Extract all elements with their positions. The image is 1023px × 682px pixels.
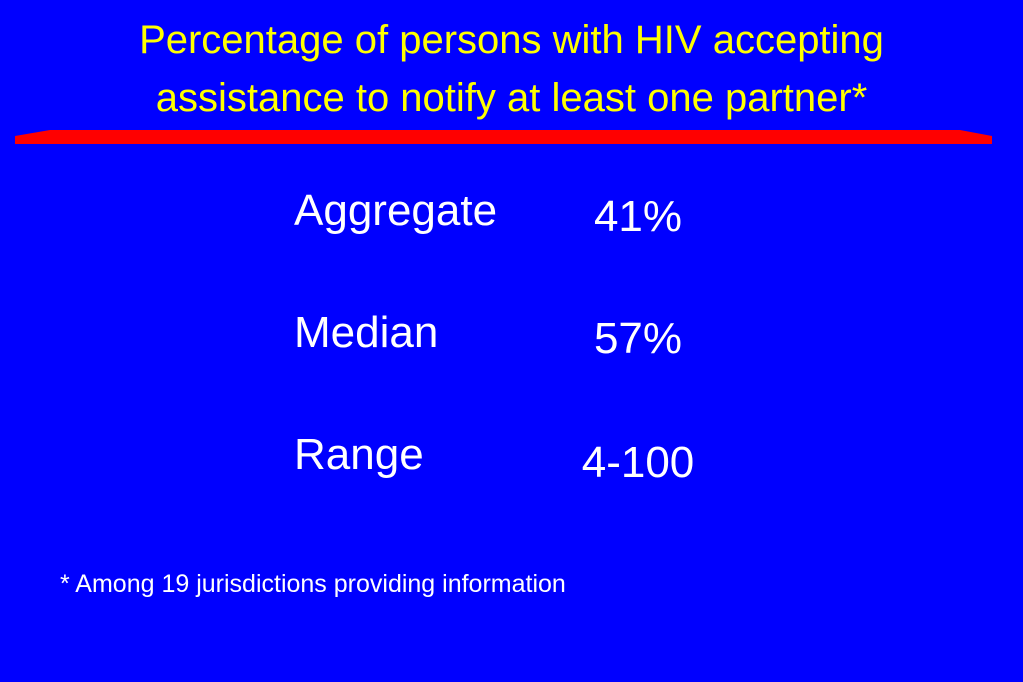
title-line: Percentage of persons with HIV accepting <box>139 18 884 62</box>
row-label: Aggregate <box>294 186 498 235</box>
row-label: Range <box>294 430 424 479</box>
row-label: Median <box>294 308 439 357</box>
footnote: * Among 19 jurisdictions providing infor… <box>60 570 566 598</box>
title-line: assistance to notify at least one partne… <box>155 76 868 120</box>
row-value: 41% <box>593 192 683 241</box>
divider <box>15 130 992 144</box>
row-value: 4-100 <box>581 438 695 487</box>
row-value: 57% <box>593 314 683 363</box>
